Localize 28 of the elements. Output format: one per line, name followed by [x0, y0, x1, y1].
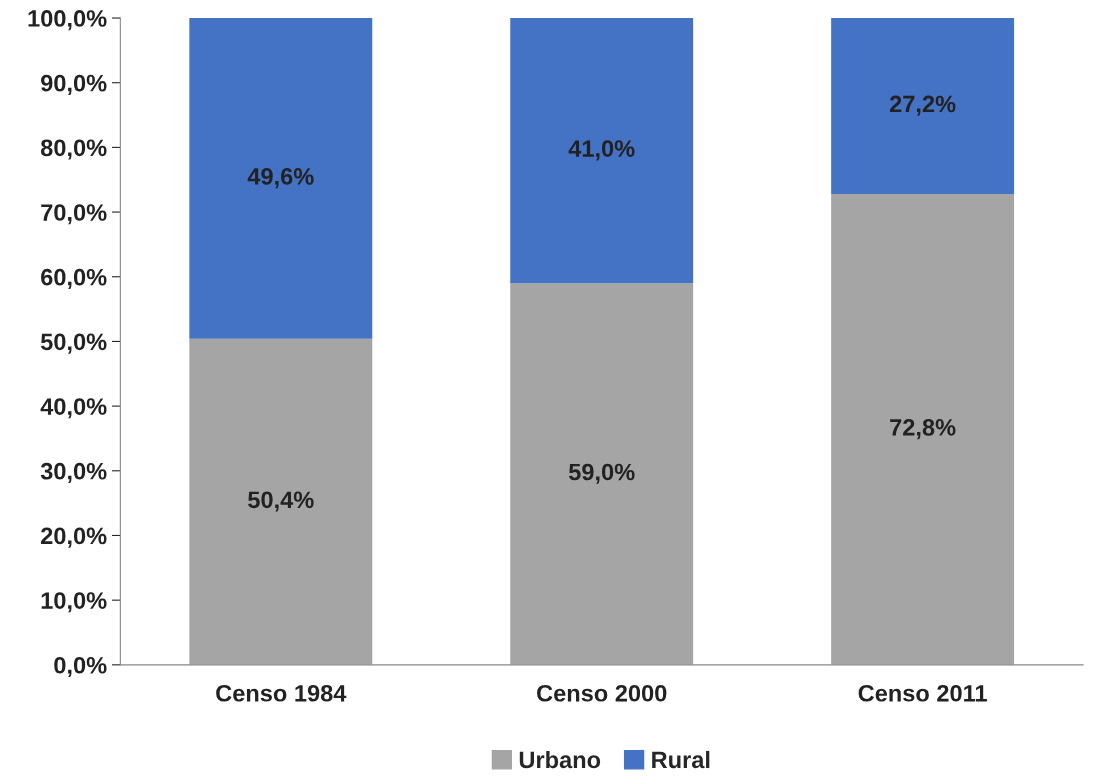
data-label: 59,0% — [568, 463, 635, 484]
bar — [831, 18, 1015, 194]
legend-label: Rural — [652, 750, 710, 769]
data-label: 49,6% — [247, 168, 314, 189]
y-tick-label: 40,0% — [40, 398, 107, 419]
y-tick-label: 30,0% — [40, 462, 107, 483]
y-tick-label: 50,0% — [40, 333, 107, 354]
bar — [510, 283, 694, 665]
y-tick-label: 80,0% — [40, 139, 107, 160]
x-tick-label: Censo 1984 — [216, 684, 347, 702]
y-tick-label: 20,0% — [41, 527, 107, 548]
bar — [189, 18, 373, 339]
data-label: 72,8% — [890, 419, 956, 440]
y-tick-label: 100,0% — [28, 10, 107, 31]
y-tick-label: 70,0% — [41, 204, 107, 225]
x-tick-label: Censo 2000 — [537, 684, 667, 702]
y-tick-label: 10,0% — [41, 592, 107, 613]
bar — [189, 338, 373, 665]
data-label: 27,2% — [889, 95, 956, 116]
x-tick-label: Censo 2011 — [858, 684, 987, 702]
legend-label: Urbano — [519, 750, 601, 769]
y-tick-label: 60,0% — [41, 268, 107, 289]
data-label: 41,0% — [568, 140, 635, 161]
bar — [831, 193, 1015, 665]
y-tick-label: 0,0% — [54, 656, 107, 678]
bar — [510, 18, 694, 284]
y-tick-label: 90,0% — [41, 74, 107, 95]
data-label: 50,4% — [248, 491, 314, 512]
